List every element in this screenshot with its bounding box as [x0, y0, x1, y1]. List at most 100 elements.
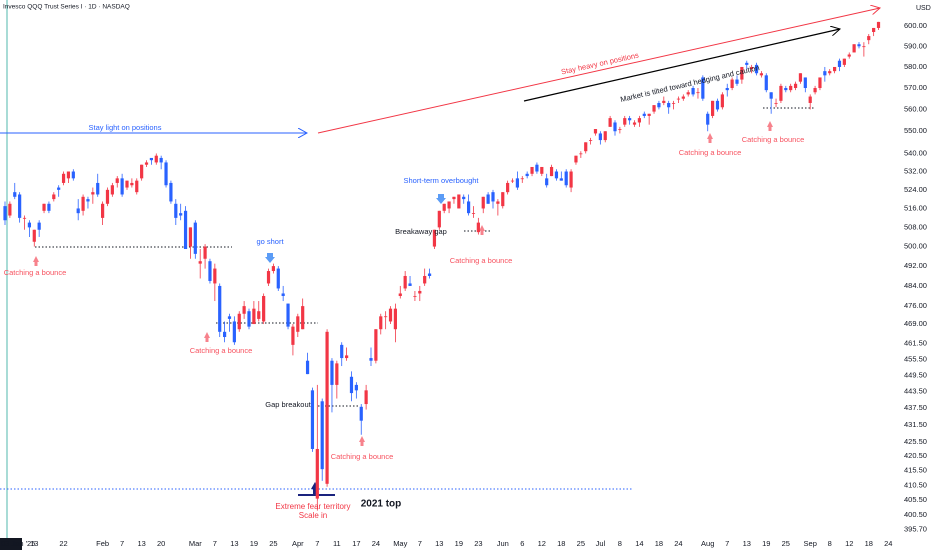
candle-body: [589, 140, 593, 141]
x-tick-label: Sep: [804, 539, 817, 548]
candle-body: [130, 182, 134, 186]
y-tick-label: 476.00: [904, 301, 927, 310]
x-tick-label: 13: [137, 539, 145, 548]
annotation: Catching a bounce: [4, 268, 67, 277]
candle-body: [813, 88, 817, 93]
annotation: Short-term overbought: [403, 176, 479, 185]
candle-body: [462, 196, 466, 200]
candle-body: [349, 376, 354, 394]
candle-body: [798, 73, 803, 82]
candle-body: [628, 118, 632, 121]
candle-body: [769, 92, 773, 99]
candle-body: [579, 153, 583, 155]
candle-body: [262, 295, 266, 322]
candle-body: [18, 194, 22, 218]
candle-body: [315, 448, 319, 499]
candle-body: [42, 203, 46, 211]
y-tick-label: 420.50: [904, 451, 927, 460]
x-tick-label: 7: [120, 539, 124, 548]
candle-body: [808, 96, 812, 103]
annotation: go short: [256, 237, 284, 246]
candle-body: [725, 88, 729, 91]
candle-body: [530, 166, 534, 174]
y-tick-label: 431.50: [904, 420, 927, 429]
x-tick-label: 7: [213, 539, 217, 548]
candle-body: [759, 73, 763, 76]
x-tick-label: 17: [352, 539, 360, 548]
candle-body: [208, 261, 212, 281]
y-tick-label: 455.50: [904, 354, 927, 363]
candle-body: [779, 85, 783, 101]
candle-body: [784, 88, 788, 91]
candle-body: [793, 83, 798, 89]
y-tick-label: 437.50: [904, 403, 927, 412]
candle-body: [325, 331, 329, 484]
candle-body: [135, 180, 139, 193]
candle-body: [76, 208, 80, 214]
candle-body: [320, 401, 324, 470]
annotation: Stay light on positions: [89, 123, 162, 132]
candle-body: [706, 113, 710, 125]
candle-body: [549, 166, 554, 177]
candle-body: [96, 182, 100, 195]
x-tick-label: 24: [674, 539, 682, 548]
candle-body: [608, 118, 612, 127]
candle-body: [169, 182, 173, 202]
candle-body: [13, 192, 17, 197]
candle-body: [154, 155, 158, 163]
y-tick-label: 492.00: [904, 261, 927, 270]
date-highlight: [0, 538, 22, 550]
candle-body: [803, 77, 807, 89]
annotation: Scale in: [299, 511, 327, 520]
candle-body: [681, 96, 685, 99]
x-tick-label: 25: [782, 539, 790, 548]
x-tick-label: 8: [828, 539, 832, 548]
x-tick-label: 12: [845, 539, 853, 548]
candle-body: [598, 133, 602, 141]
candle-body: [471, 213, 476, 214]
candle-body: [286, 303, 290, 327]
candle-body: [110, 185, 114, 195]
up-arrow: [479, 225, 485, 235]
candle-body: [125, 180, 129, 188]
y-tick-label: 532.00: [904, 166, 927, 175]
candle-body: [876, 21, 881, 28]
candle-body: [271, 266, 275, 272]
candle-body: [857, 44, 861, 47]
trend-line: [523, 29, 840, 102]
y-tick-label: 484.00: [904, 281, 927, 290]
x-tick-label: 11: [333, 539, 341, 548]
y-tick-label: 443.50: [904, 387, 927, 396]
annotation: Catching a bounce: [679, 148, 742, 157]
x-tick-label: 19: [762, 539, 770, 548]
candle-body: [764, 75, 768, 91]
candle-body: [740, 66, 744, 80]
candle-body: [86, 199, 90, 202]
annotation: 2021 top: [361, 499, 402, 510]
candle-body: [223, 331, 227, 338]
candle-body: [828, 71, 832, 74]
candle-body: [198, 261, 202, 264]
candle-body: [833, 66, 837, 72]
candle-body: [774, 102, 778, 104]
candle-body: [159, 157, 163, 163]
x-tick-label: 13: [743, 539, 751, 548]
y-tick-label: 405.50: [904, 495, 927, 504]
y-tick-label: 600.00: [904, 21, 927, 30]
candle-body: [427, 273, 432, 276]
candle-body: [423, 275, 427, 284]
candle-body: [232, 321, 236, 343]
candle-body: [52, 194, 56, 200]
x-tick-label: 7: [725, 539, 729, 548]
candle-body: [403, 275, 407, 289]
y-tick-label: 540.00: [904, 148, 927, 157]
candle-body: [872, 27, 876, 33]
x-tick-label: 6: [520, 539, 524, 548]
candle-body: [535, 164, 539, 172]
currency-label: USD: [916, 5, 931, 12]
candle-body: [603, 131, 607, 141]
candle-body: [101, 203, 105, 218]
annotation: Catching a bounce: [331, 452, 394, 461]
candle-body: [486, 194, 490, 204]
y-tick-label: 449.50: [904, 370, 927, 379]
